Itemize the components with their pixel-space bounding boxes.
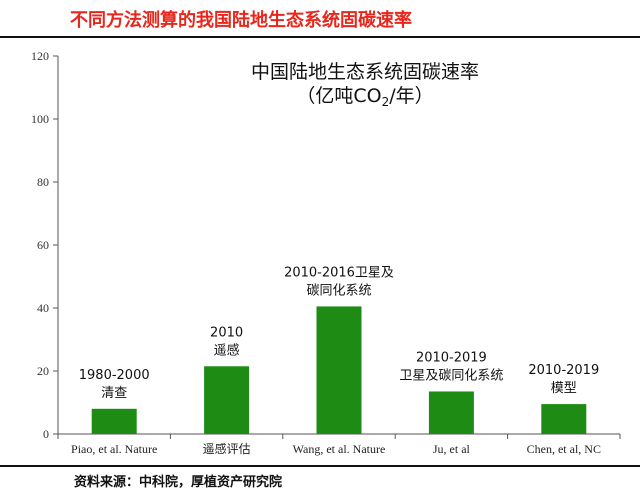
- bar-annotation: 2010-2019: [416, 350, 487, 365]
- y-tick-label: 100: [31, 112, 49, 126]
- bar-annotation: 2010-2016卫星及: [284, 265, 394, 280]
- x-category-label: Ju, et al: [433, 442, 471, 456]
- y-tick-label: 0: [43, 427, 49, 441]
- bar: [316, 306, 362, 434]
- bar-annotation: 碳同化系统: [306, 283, 371, 298]
- bar-chart: 中国陆地生态系统固碳速率 （亿吨CO2/年） 0 20 40 60 80 100 120 P…: [31, 49, 621, 456]
- chart-subtitle-part-2: /年）: [389, 85, 433, 107]
- x-category-label: Wang, et al. Nature: [293, 442, 386, 456]
- source-note: 资料来源：中科院，厚植资产研究院: [74, 475, 283, 490]
- chart-title: 中国陆地生态系统固碳速率: [251, 61, 479, 83]
- x-category-label: 遥感评估: [203, 441, 251, 456]
- bar-annotation: 遥感: [214, 342, 240, 358]
- chart-subtitle-part-1: （亿吨CO: [296, 85, 381, 107]
- y-tick-label: 120: [31, 49, 49, 63]
- page-title: 不同方法测算的我国陆地生态系统固碳速率: [70, 10, 412, 31]
- chart-subtitle-subscript: 2: [382, 95, 390, 109]
- bar-annotation: 2010-2019: [528, 363, 599, 378]
- bar-annotation: 模型: [551, 381, 577, 396]
- bar: [541, 404, 587, 434]
- x-category-label: Chen, et al, NC: [527, 442, 601, 456]
- bottom-divider: [0, 465, 640, 467]
- y-tick-label: 20: [37, 364, 49, 378]
- bar: [204, 366, 250, 434]
- bar-annotation: 卫星及碳同化系统: [399, 368, 503, 383]
- top-divider: [0, 36, 640, 38]
- bar: [91, 408, 137, 434]
- bar: [428, 391, 474, 434]
- chart-subtitle: （亿吨CO2/年）: [296, 85, 433, 109]
- bar-annotation: 2010: [210, 325, 243, 340]
- y-tick-label: 40: [37, 301, 49, 315]
- x-category-label: Piao, et al. Nature: [71, 442, 157, 456]
- y-tick-label: 80: [37, 175, 49, 189]
- bar-annotation: 1980-2000: [79, 368, 150, 383]
- bar-annotation: 清查: [101, 386, 127, 401]
- y-tick-label: 60: [37, 238, 49, 252]
